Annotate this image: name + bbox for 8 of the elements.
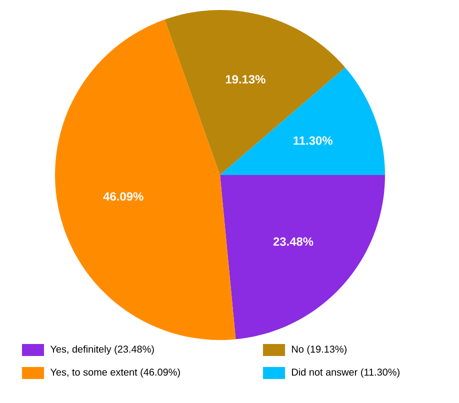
legend-label: Yes, to some extent (46.09%) (50, 368, 180, 378)
data-label: 11.30% (294, 136, 332, 145)
legend-label: Did not answer (11.30%) (292, 368, 400, 378)
legend-label: Yes, definitely (23.48%) (50, 345, 154, 355)
data-label: 19.13% (226, 75, 266, 84)
data-label: 46.09% (103, 192, 144, 201)
data-label: 23.48% (273, 237, 314, 246)
legend-label: No (19.13%) (292, 345, 346, 355)
